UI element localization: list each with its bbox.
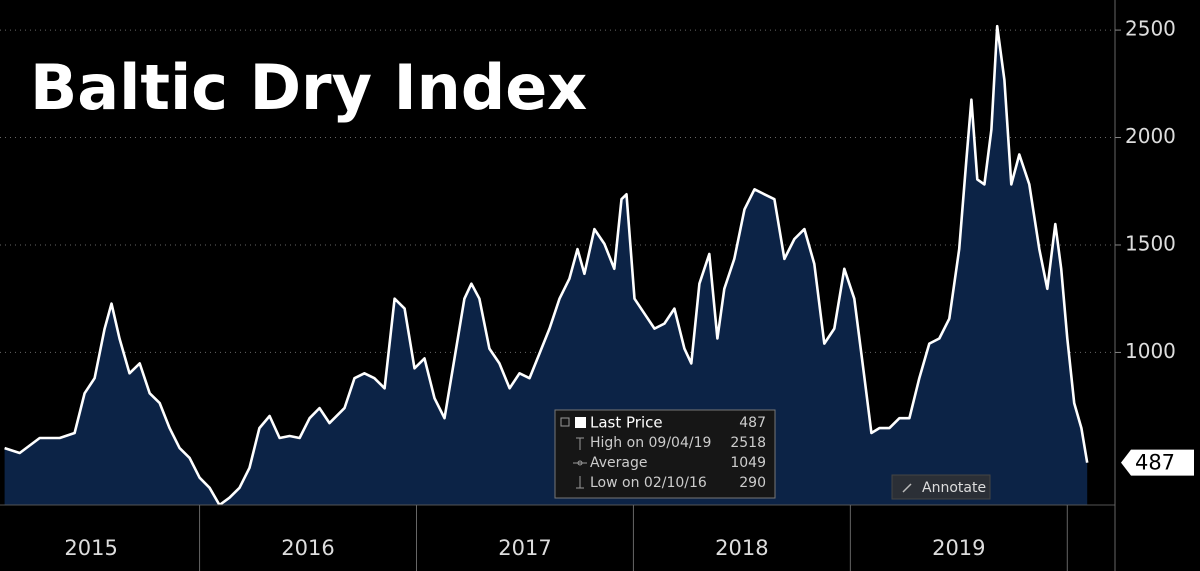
x-tick-label: 2016 [281,536,334,560]
annotate-icon [902,483,912,493]
legend-label: Low on 02/10/16 [590,475,707,491]
last-price-marker [1121,449,1194,476]
legend-value: 487 [739,415,766,431]
y-tick-label: 1000 [1125,339,1176,363]
legend-value: 1049 [730,455,766,471]
legend-label: Last Price [590,414,663,432]
x-tick-label: 2019 [932,536,985,560]
legend-label: Average [590,455,648,471]
x-tick-label: 2017 [498,536,551,560]
annotate-button[interactable]: Annotate [891,474,991,500]
last-price-label: 487 [1135,451,1175,475]
legend-value: 290 [739,475,766,491]
legend-icon-low [576,476,584,489]
line [4,24,1089,505]
x-tick-label: 2018 [715,536,768,560]
legend-toggle [560,417,570,427]
legend-frame [554,409,776,499]
legend-box: Last Price 487 High on 09/04/19 2518 Average… [554,409,776,499]
y-tick-label: 1500 [1125,231,1176,255]
area [4,26,1088,505]
y-tick-label: 2500 [1125,17,1176,41]
legend-swatch [575,417,586,428]
plot [4,24,1089,505]
axes: 1000 1500 2000 2500 2015 2016 2017 2018 2019 487 [64,17,1194,571]
legend-label: High on 09/04/19 [590,435,711,451]
grid [0,29,1115,353]
x-tick-label: 2015 [64,536,117,560]
legend-icon-average [573,460,587,466]
legend-icon-high [576,437,584,450]
chart-title: Baltic Dry Index [30,51,587,124]
legend-value: 2518 [730,435,766,451]
y-tick-label: 2000 [1125,124,1176,148]
annotate-label[interactable]: Annotate [922,480,986,496]
